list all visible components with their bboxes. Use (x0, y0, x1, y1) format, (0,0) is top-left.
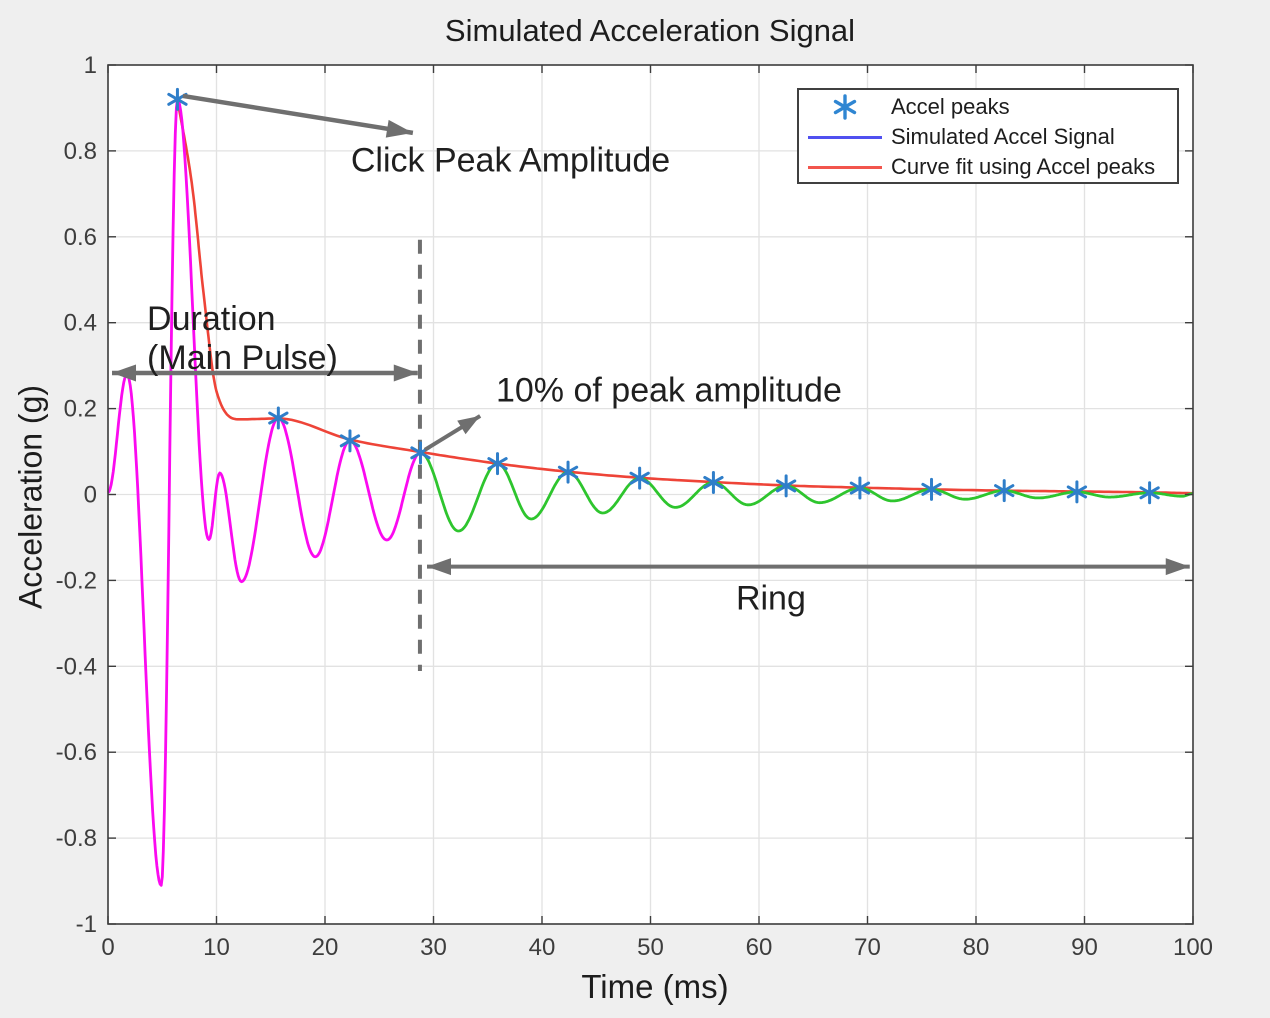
y-tick-label: 1 (84, 52, 97, 79)
x-tick-label: 30 (420, 934, 447, 961)
annotation-click-peak: Click Peak Amplitude (350, 141, 671, 180)
legend-label-simulated-signal: Simulated Accel Signal (891, 124, 1115, 149)
asterisk-marker-icon (833, 94, 857, 120)
x-tick-label: 90 (1071, 934, 1098, 961)
legend-label-accel-peaks: Accel peaks (891, 94, 1010, 119)
x-tick-label: 60 (746, 934, 773, 961)
accel-peak-marker (487, 457, 508, 471)
y-tick-label: -0.8 (56, 825, 97, 852)
x-tick-label: 10 (203, 934, 230, 961)
legend-item-simulated-signal: Simulated Accel Signal (799, 122, 1177, 152)
x-tick-label: 50 (637, 934, 664, 961)
y-tick-label: -0.4 (56, 653, 97, 680)
x-tick-label: 20 (312, 934, 339, 961)
duration-span-arrow-head (112, 364, 137, 382)
y-tick-label: 0.8 (64, 138, 97, 165)
legend-swatch-1 (808, 135, 882, 139)
annotation-ring: Ring (735, 579, 806, 618)
duration-span-arrow-head (393, 364, 418, 382)
x-tick-label: 70 (854, 934, 881, 961)
accel-peak-marker (703, 475, 724, 489)
y-tick-label: 0.6 (64, 224, 97, 251)
signal-main-pulse-path (107, 98, 421, 887)
ring-span-arrow-head (1165, 558, 1190, 576)
legend-item-accel-peaks: Accel peaks (799, 92, 1177, 122)
legend-swatch-0 (799, 92, 891, 122)
y-tick-label: 0.4 (64, 310, 97, 337)
legend-box: Accel peaks Simulated Accel Signal Curve… (797, 88, 1179, 184)
y-tick-label: -0.2 (56, 567, 97, 594)
accel-peak-marker (557, 465, 579, 479)
accel-peak-marker (849, 481, 871, 495)
click-peak-arrow-head (385, 119, 413, 138)
annotation-duration-line2: (Main Pulse) (147, 338, 338, 377)
x-tick-label: 0 (101, 934, 114, 961)
accel-peak-marker (629, 471, 650, 485)
accel-peak-marker (1066, 485, 1088, 499)
x-tick-label: 100 (1173, 934, 1213, 961)
y-axis-label: Acceleration (g) (12, 384, 49, 610)
ten-percent-arrow-head (457, 415, 481, 435)
accel-peak-marker (994, 484, 1015, 498)
accel-peak-marker (921, 482, 942, 496)
x-axis-label: Time (ms) (581, 968, 729, 1005)
legend-item-curve-fit: Curve fit using Accel peaks (799, 152, 1177, 182)
accel-peak-marker (410, 446, 431, 460)
legend-label-curve-fit: Curve fit using Accel peaks (891, 154, 1156, 179)
y-tick-label: 0 (84, 482, 97, 509)
annotation-duration: Duration (Main Pulse) (147, 300, 338, 378)
click-peak-arrow (182, 93, 414, 136)
accel-peak-marker (1139, 486, 1160, 500)
annotation-ten-percent: 10% of peak amplitude (495, 371, 842, 410)
legend-swatch-2 (808, 165, 882, 169)
y-tick-label: -0.6 (56, 739, 97, 766)
annotation-duration-line1: Duration (147, 299, 276, 338)
signal-ring-path (420, 451, 1194, 533)
y-tick-label: 0.2 (64, 396, 97, 423)
accel-peak-marker (167, 92, 188, 106)
chart-title: Simulated Acceleration Signal (444, 13, 856, 48)
accel-peak-marker (339, 434, 361, 448)
accel-peak-marker (268, 411, 289, 425)
y-tick-label: -1 (76, 911, 97, 938)
ring-span-arrow-head (426, 558, 451, 576)
x-tick-label: 40 (529, 934, 556, 961)
accel-peak-marker (775, 479, 797, 493)
x-tick-label: 80 (963, 934, 990, 961)
